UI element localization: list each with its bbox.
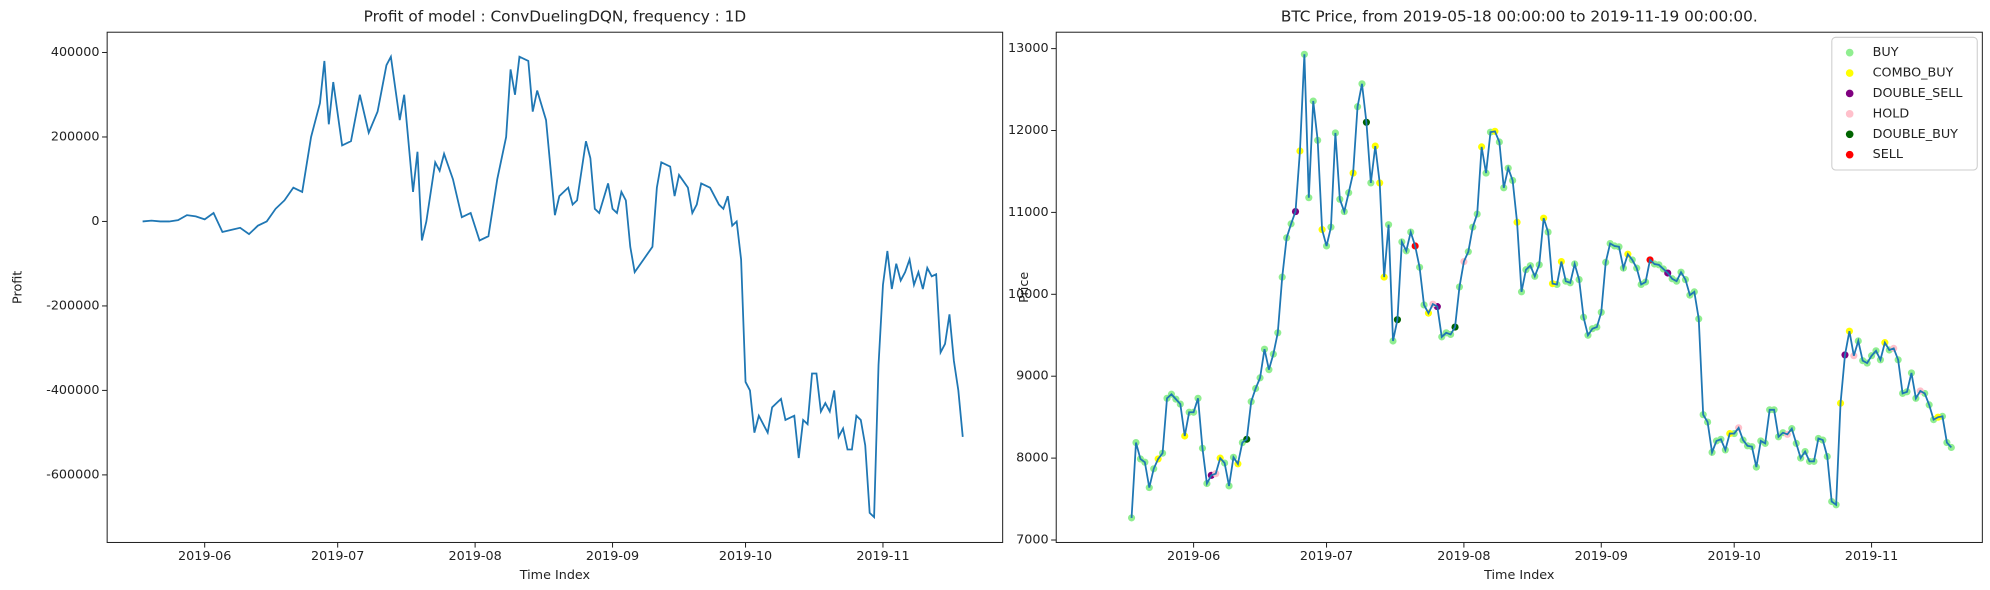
legend-swatch <box>1845 150 1854 159</box>
legend-swatch <box>1845 110 1854 118</box>
y-tick-label: 9000 <box>1016 369 1048 384</box>
legend-swatch <box>1845 89 1854 98</box>
legend-swatch <box>1845 69 1854 77</box>
data-line <box>142 53 964 520</box>
legend-label: HOLD <box>1873 106 1910 121</box>
legend-label: DOUBLE_SELL <box>1873 86 1964 101</box>
x-axis-label: Time Index <box>519 568 591 583</box>
x-axis-label: Time Index <box>1483 568 1555 583</box>
x-tick-label: 2019-10 <box>719 549 772 564</box>
y-tick-label: 11000 <box>1008 205 1049 220</box>
y-tick-label: 400000 <box>51 45 100 60</box>
y-tick-label: -400000 <box>46 383 99 398</box>
legend-label: COMBO_BUY <box>1873 66 1954 81</box>
x-tick-label: 2019-11 <box>856 549 909 564</box>
plot-area <box>107 32 1003 543</box>
y-tick-label: 13000 <box>1008 41 1049 56</box>
x-tick-label: 2019-07 <box>1300 549 1353 564</box>
x-tick-label: 2019-06 <box>178 549 231 564</box>
y-axis-label: Profit <box>10 271 25 304</box>
axes-frame <box>106 31 1004 543</box>
legend-swatch <box>1845 130 1854 139</box>
data-line <box>1130 54 1952 518</box>
y-tick-label: 200000 <box>51 129 100 144</box>
x-tick-label: 2019-09 <box>1575 549 1628 564</box>
y-axis-label: Price <box>1017 272 1032 303</box>
y-tick-label: -200000 <box>46 298 99 313</box>
y-tick-label: 12000 <box>1008 123 1049 138</box>
chart-title: BTC Price, from 2019-05-18 00:00:00 to 2… <box>1281 7 1758 25</box>
y-tick-label: 8000 <box>1016 451 1048 466</box>
x-tick-label: 2019-06 <box>1167 549 1220 564</box>
x-tick-label: 2019-11 <box>1845 549 1898 564</box>
legend-label: SELL <box>1873 147 1904 162</box>
y-tick-label: -600000 <box>46 467 99 482</box>
legend-swatch <box>1845 48 1854 57</box>
axes-frame <box>1055 31 1983 543</box>
legend-label: DOUBLE_BUY <box>1873 127 1959 142</box>
x-tick-label: 2019-09 <box>586 549 639 564</box>
legend: BUY COMBO_BUY DOUBLE_SELL HOLD DOUBLE_BUY SEL… <box>1831 36 1978 171</box>
x-tick-label: 2019-08 <box>448 549 501 564</box>
x-tick-label: 2019-08 <box>1437 549 1490 564</box>
y-tick-label: 0 <box>91 214 99 229</box>
x-tick-label: 2019-10 <box>1708 549 1761 564</box>
x-tick-label: 2019-07 <box>311 549 364 564</box>
y-tick-label: 10000 <box>1008 287 1049 302</box>
legend-box <box>1831 36 1978 171</box>
y-tick-label: 7000 <box>1016 533 1048 548</box>
legend-label: BUY <box>1873 45 1899 60</box>
chart-title: Profit of model : ConvDuelingDQN, freque… <box>364 7 747 25</box>
